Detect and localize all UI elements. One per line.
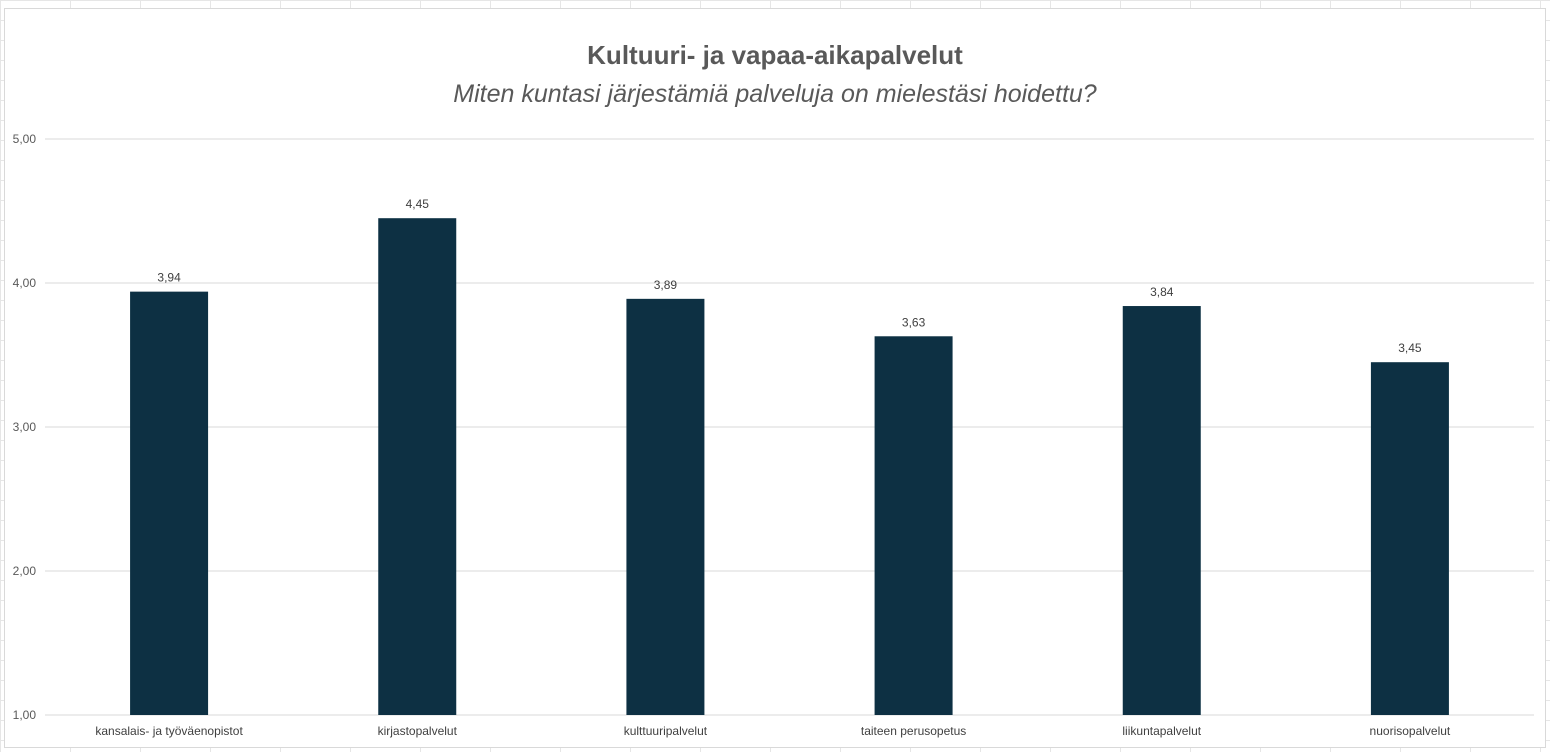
bar[interactable]	[130, 291, 209, 715]
bar[interactable]	[1370, 362, 1449, 715]
category-label: liikuntapalvelut	[1122, 724, 1201, 738]
data-label: 3,45	[1398, 341, 1422, 355]
bar[interactable]	[874, 336, 953, 715]
chart-subtitle: Miten kuntasi järjestämiä palveluja on m…	[453, 80, 1097, 108]
data-label: 3,94	[157, 271, 181, 285]
data-label: 4,45	[406, 197, 430, 211]
y-tick-label: 1,00	[13, 708, 37, 722]
y-tick-label: 2,00	[13, 564, 37, 578]
bar[interactable]	[378, 218, 457, 715]
category-label: kulttuuripalvelut	[624, 724, 708, 738]
category-label: kansalais- ja työväenopistot	[95, 724, 243, 738]
category-label: nuorisopalvelut	[1370, 724, 1451, 738]
chart-title: Kultuuri- ja vapaa-aikapalvelut	[587, 40, 963, 70]
bar[interactable]	[626, 298, 705, 715]
y-tick-label: 5,00	[13, 132, 37, 146]
category-label: taiteen perusopetus	[861, 724, 966, 738]
data-label: 3,63	[902, 315, 926, 329]
chart-area[interactable]	[4, 8, 1546, 748]
y-tick-label: 4,00	[13, 276, 37, 290]
data-label: 3,84	[1150, 285, 1174, 299]
y-tick-label: 3,00	[13, 420, 37, 434]
data-label: 3,89	[654, 278, 678, 292]
bar[interactable]	[1122, 306, 1201, 715]
category-label: kirjastopalvelut	[378, 724, 458, 738]
